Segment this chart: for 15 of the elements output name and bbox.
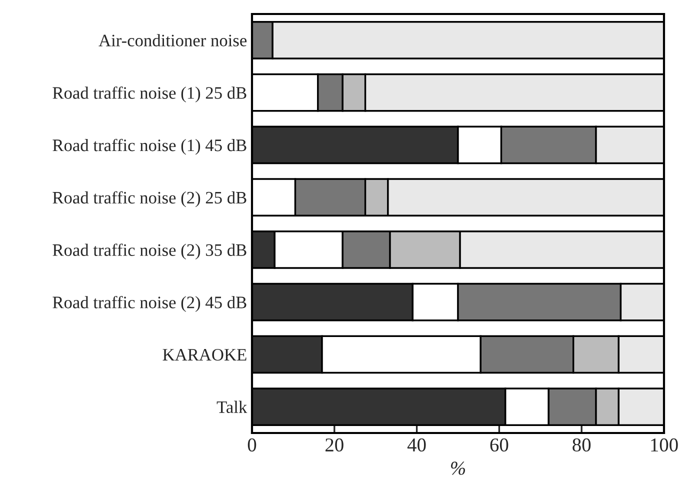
y-tick-label: Road traffic noise (1) 25 dB: [52, 86, 246, 102]
y-tick-label: Road traffic noise (2) 45 dB: [52, 296, 246, 312]
x-tick-label: 40: [407, 438, 426, 452]
y-tick-label: Road traffic noise (2) 25 dB: [52, 191, 246, 208]
y-tick-label: Road traffic noise (2) 35 dB: [52, 244, 246, 260]
y-tick-label: KARAOKE: [162, 348, 246, 361]
x-tick-label: 60: [490, 438, 508, 452]
x-tick-label: 0: [248, 438, 256, 452]
x-tick-label: 20: [326, 438, 344, 452]
x-tick-label: 100: [651, 438, 678, 452]
x-axis-title: %: [451, 462, 465, 475]
y-tick-label: Talk: [216, 400, 248, 414]
y-tick-label: Road traffic noise (1) 45 dB: [52, 138, 246, 155]
y-tick-label: Air-conditioner noise: [98, 34, 247, 46]
x-tick-label: 80: [572, 438, 591, 452]
